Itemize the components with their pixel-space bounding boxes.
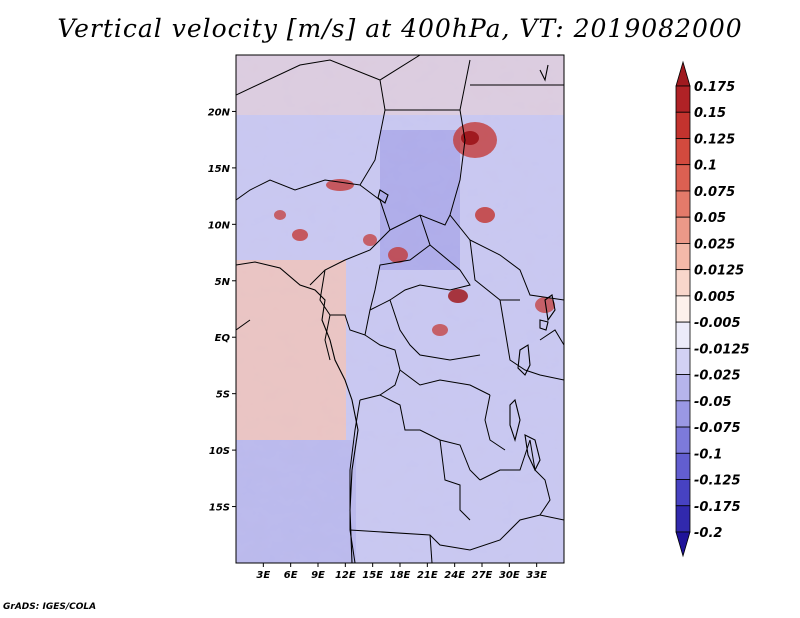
colorbar-level-label: 0.175 [694,80,735,95]
colorbar-segment [675,400,691,428]
lat-tick-label: 5S [216,390,230,401]
country-boundaries [236,55,564,563]
colorbar-segment [675,111,691,139]
lat-tick-label: 10N [208,220,231,231]
colorbar-level-label: -0.05 [694,395,731,410]
lat-tick-label: 15N [208,164,231,175]
colorbar-level-label: 0.05 [694,211,726,226]
colorbar-segment [675,531,691,558]
map-title: Vertical velocity [m/s] at 400hPa, VT: 2… [57,14,743,43]
colorbar-level-label: -0.125 [694,474,741,489]
colorbar-segment [675,164,691,192]
lon-tick-label: 18E [390,570,411,581]
colorbar-level-label: 0.075 [694,185,735,200]
coastlines [236,64,556,563]
lon-tick-label: 9E [311,570,325,581]
colorbar-segment [675,216,691,244]
colorbar-segment [675,347,691,375]
colorbar-segment [675,321,691,349]
colorbar-segment [675,426,691,454]
lon-tick-label: 33E [526,570,547,581]
lat-tick-label: 10S [209,446,230,457]
colorbar-segment [675,452,691,480]
colorbar-segment [675,269,691,297]
colorbar-level-label: -0.005 [694,316,741,331]
colorbar-level-label: -0.2 [694,526,722,541]
colorbar-segment [675,374,691,402]
colorbar-level-label: 0.025 [694,237,735,252]
colorbar-level-label: 0.125 [694,132,735,147]
lat-tick-label: 5N [215,277,231,288]
colorbar-segment [675,505,691,533]
colorbar-level-label: 0.1 [694,159,717,174]
colorbar-segment [675,190,691,218]
colorbar-segment [675,479,691,507]
grads-credit: GrADS: IGES/COLA [3,602,97,612]
latitude-axis: 20N 15N 10N 5N EQ 5S 10S 15S [208,107,236,514]
colorbar-level-label: -0.025 [694,369,741,384]
lon-tick-label: 6E [284,570,298,581]
colorbar-segment [675,295,691,323]
lat-tick-label: 15S [209,503,230,514]
colorbar-level-label: -0.0125 [694,342,750,357]
colorbar-segment [675,60,691,87]
colorbar-level-label: 0.005 [694,290,735,305]
colorbar-level-label: -0.075 [694,421,741,436]
colorbar-level-label: 0.0125 [694,264,744,279]
lat-tick-label: 20N [208,107,231,118]
lon-tick-label: 3E [256,570,270,581]
lon-tick-label: 12E [335,570,356,581]
longitude-axis: 3E 6E 9E 12E 15E 18E 21E 24E 27E 30E 33E [256,563,547,581]
colorbar-segment [675,85,691,113]
colorbar-level-label: -0.1 [694,447,722,462]
colorbar-segment [675,138,691,166]
lon-tick-label: 21E [417,570,438,581]
lon-tick-label: 15E [362,570,383,581]
colorbar-level-label: -0.175 [694,500,741,515]
lat-tick-label: EQ [215,333,231,344]
lon-tick-label: 27E [472,570,493,581]
lon-tick-label: 30E [499,570,520,581]
colorbar: 0.175 0.15 0.125 0.1 0.075 0.05 0.025 0.0125 0.0… [675,60,750,558]
vertical-velocity-field [236,55,564,563]
colorbar-level-label: 0.15 [694,106,726,121]
lon-tick-label: 24E [444,570,465,581]
colorbar-segment [675,243,691,271]
